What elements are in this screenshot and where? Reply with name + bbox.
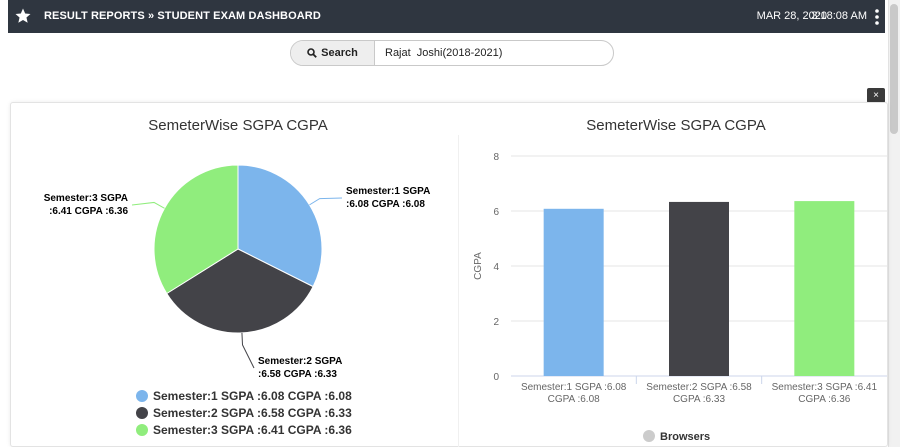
y-tick-label: 8: [493, 152, 499, 163]
bar[interactable]: [669, 201, 729, 376]
top-bar: RESULT REPORTS » STUDENT EXAM DASHBOARD …: [8, 0, 885, 33]
bar-chart: SemeterWise SGPA CGPA 0 2 4 6 8 CGPA Semester:1…: [459, 104, 889, 447]
pie-data-label: :6.58 CGPA :6.33: [258, 369, 337, 380]
x-tick-label: CGPA :6.33: [673, 394, 726, 405]
bar[interactable]: [543, 208, 604, 376]
legend-marker[interactable]: [136, 407, 148, 419]
y-axis-label: CGPA: [473, 252, 484, 280]
pie-chart-svg: SemeterWise SGPA CGPA Semester:1 SGPA :6.0…: [44, 117, 431, 437]
close-button[interactable]: ×: [867, 88, 885, 103]
y-tick-label: 2: [493, 317, 499, 328]
pie-label-connector: [241, 332, 255, 369]
pie-data-label: Semester:3 SGPA: [44, 193, 128, 204]
header-time: 3:18:08 AM: [811, 10, 867, 22]
pie-slice[interactable]: [166, 248, 314, 334]
pie-label-connector: [309, 197, 343, 206]
search-button-label: Search: [321, 47, 358, 59]
search-icon: [307, 48, 317, 58]
breadcrumb: RESULT REPORTS » STUDENT EXAM DASHBOARD: [44, 10, 321, 22]
pie-chart: SemeterWise SGPA CGPA Semester:1 SGPA :6.0…: [18, 104, 458, 447]
pie-data-label: Semester:1 SGPA: [346, 186, 430, 197]
y-tick-label: 4: [493, 262, 499, 273]
header-date: MAR 28, 2020: [756, 10, 827, 22]
legend-item[interactable]: Browsers: [660, 431, 710, 443]
bar-title: SemeterWise SGPA CGPA: [586, 117, 766, 134]
bar-chart-svg: SemeterWise SGPA CGPA 0 2 4 6 8 CGPA Semester:1…: [473, 117, 887, 443]
search-button[interactable]: Search: [291, 41, 375, 65]
pie-slice[interactable]: [237, 164, 323, 288]
legend-marker[interactable]: [136, 390, 148, 402]
kebab-menu-icon[interactable]: [873, 8, 881, 26]
pie-data-label: :6.08 CGPA :6.08: [346, 199, 425, 210]
student-search: Search: [290, 40, 614, 66]
x-tick-label: CGPA :6.36: [798, 394, 851, 405]
bar[interactable]: [794, 201, 855, 376]
search-input[interactable]: [385, 45, 605, 61]
x-tick-label: Semester:2 SGPA :6.58: [646, 382, 752, 393]
page-scrollbar-thumb[interactable]: [890, 4, 898, 134]
legend-item[interactable]: Semester:1 SGPA :6.08 CGPA :6.08: [153, 389, 352, 403]
pie-label-connector: [131, 201, 165, 209]
y-tick-label: 0: [493, 372, 499, 383]
legend-marker[interactable]: [643, 430, 655, 442]
x-tick-label: Semester:3 SGPA :6.41: [772, 382, 878, 393]
x-tick-label: CGPA :6.08: [548, 394, 601, 405]
y-tick-label: 6: [493, 207, 499, 218]
charts-panel: [10, 102, 888, 447]
legend-item[interactable]: Semester:3 SGPA :6.41 CGPA :6.36: [153, 423, 352, 437]
star-icon[interactable]: [14, 7, 32, 25]
legend-marker[interactable]: [136, 424, 148, 436]
pie-data-label: :6.41 CGPA :6.36: [49, 206, 128, 217]
pie-title: SemeterWise SGPA CGPA: [148, 117, 328, 134]
pie-data-label: Semester:2 SGPA: [258, 356, 342, 367]
chart-divider: [458, 135, 459, 447]
legend-item[interactable]: Semester:2 SGPA :6.58 CGPA :6.33: [153, 406, 352, 420]
x-tick-label: Semester:1 SGPA :6.08: [521, 382, 627, 393]
